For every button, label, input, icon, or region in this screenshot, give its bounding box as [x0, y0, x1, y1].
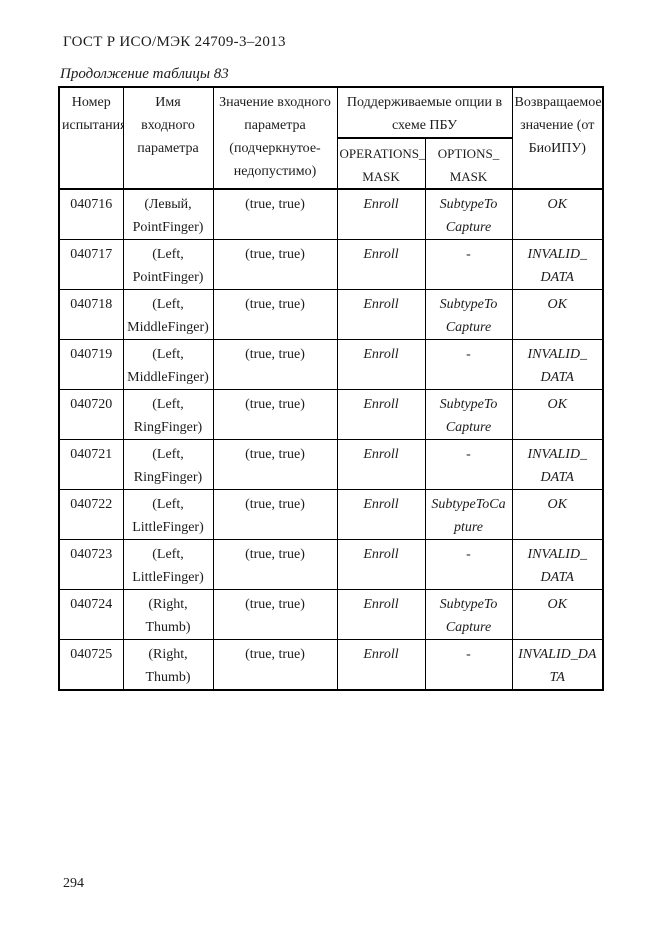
table-row: 040721 (Left, RingFinger) (true, true) E…	[58, 439, 604, 490]
cell-options-mask: -	[424, 239, 513, 290]
cell-test-number: 040718	[58, 289, 124, 340]
cell-return-value: INVALID_ DATA	[511, 339, 604, 390]
cell-options-mask: SubtypeTo Capture	[424, 188, 513, 240]
cell-param-value: (true, true)	[212, 589, 338, 640]
cell-return-value: INVALID_ DATA	[511, 539, 604, 590]
cell-param-name: (Right, Thumb)	[122, 589, 214, 640]
cell-param-name: (Left, LittleFinger)	[122, 539, 214, 590]
page-number: 294	[63, 876, 84, 891]
table-row: 040720 (Left, RingFinger) (true, true) E…	[58, 389, 604, 440]
cell-test-number: 040725	[58, 639, 124, 691]
cell-param-name: (Left, MiddleFinger)	[122, 289, 214, 340]
cell-param-name: (Left, RingFinger)	[122, 439, 214, 490]
cell-operations-mask: Enroll	[336, 339, 426, 390]
cell-options-mask: SubtypeTo Capture	[424, 589, 513, 640]
cell-operations-mask: Enroll	[336, 239, 426, 290]
table-body: 040716 (Левый, PointFinger) (true, true)…	[58, 188, 604, 691]
cell-operations-mask: Enroll	[336, 289, 426, 340]
cell-return-value: OK	[511, 188, 604, 240]
cell-param-value: (true, true)	[212, 539, 338, 590]
cell-return-value: OK	[511, 389, 604, 440]
cell-test-number: 040722	[58, 489, 124, 540]
table-row: 040724 (Right, Thumb) (true, true) Enrol…	[58, 589, 604, 640]
table-row: 040717 (Left, PointFinger) (true, true) …	[58, 239, 604, 290]
cell-return-value: OK	[511, 289, 604, 340]
cell-operations-mask: Enroll	[336, 489, 426, 540]
cell-return-value: INVALID_ DATA	[511, 239, 604, 290]
table-header: Номер испытания Имя входного параметра З…	[58, 86, 604, 190]
cell-options-mask: SubtypeTo Capture	[424, 289, 513, 340]
cell-param-value: (true, true)	[212, 239, 338, 290]
cell-return-value: INVALID_ DATA	[511, 439, 604, 490]
cell-test-number: 040717	[58, 239, 124, 290]
cell-options-mask: SubtypeTo Capture	[424, 389, 513, 440]
cell-param-name: (Left, LittleFinger)	[122, 489, 214, 540]
cell-options-mask: -	[424, 439, 513, 490]
cell-operations-mask: Enroll	[336, 639, 426, 691]
cell-param-name: (Left, PointFinger)	[122, 239, 214, 290]
table-row: 040725 (Right, Thumb) (true, true) Enrol…	[58, 639, 604, 691]
cell-test-number: 040724	[58, 589, 124, 640]
cell-param-value: (true, true)	[212, 289, 338, 340]
cell-operations-mask: Enroll	[336, 589, 426, 640]
cell-return-value: INVALID_DA TA	[511, 639, 604, 691]
cell-param-value: (true, true)	[212, 439, 338, 490]
cell-param-value: (true, true)	[212, 339, 338, 390]
cell-test-number: 040723	[58, 539, 124, 590]
header-return-value: Возвращаемое значение (от БиоИПУ)	[511, 86, 604, 190]
test-results-table: Номер испытания Имя входного параметра З…	[58, 86, 604, 691]
header-param-value: Значение входного параметра (подчеркнуто…	[212, 86, 338, 190]
cell-param-value: (true, true)	[212, 489, 338, 540]
cell-test-number: 040720	[58, 389, 124, 440]
cell-options-mask: SubtypeToCa pture	[424, 489, 513, 540]
cell-operations-mask: Enroll	[336, 439, 426, 490]
header-param-name: Имя входного параметра	[122, 86, 214, 190]
standard-designation: ГОСТ Р ИСО/МЭК 24709-3–2013	[63, 34, 286, 50]
cell-param-name: (Left, MiddleFinger)	[122, 339, 214, 390]
cell-param-name: (Right, Thumb)	[122, 639, 214, 691]
cell-options-mask: -	[424, 539, 513, 590]
cell-param-value: (true, true)	[212, 639, 338, 691]
cell-test-number: 040716	[58, 188, 124, 240]
table-row: 040722 (Left, LittleFinger) (true, true)…	[58, 489, 604, 540]
cell-param-value: (true, true)	[212, 188, 338, 240]
cell-options-mask: -	[424, 339, 513, 390]
cell-param-name: (Левый, PointFinger)	[122, 188, 214, 240]
cell-operations-mask: Enroll	[336, 188, 426, 240]
cell-param-name: (Left, RingFinger)	[122, 389, 214, 440]
table-caption: Продолжение таблицы 83	[60, 66, 229, 82]
header-options-mask: OPTIONS_ MASK	[424, 137, 513, 190]
header-operations-mask: OPERATIONS_ MASK	[336, 137, 426, 190]
document-page: ГОСТ Р ИСО/МЭК 24709-3–2013 Продолжение …	[58, 34, 604, 691]
table-row: 040718 (Left, MiddleFinger) (true, true)…	[58, 289, 604, 340]
cell-operations-mask: Enroll	[336, 389, 426, 440]
cell-options-mask: -	[424, 639, 513, 691]
cell-return-value: OK	[511, 489, 604, 540]
cell-param-value: (true, true)	[212, 389, 338, 440]
cell-test-number: 040721	[58, 439, 124, 490]
header-options-group: Поддерживаемые опции в схеме ПБУ	[336, 86, 513, 139]
table-row: 040723 (Left, LittleFinger) (true, true)…	[58, 539, 604, 590]
table-row: 040716 (Левый, PointFinger) (true, true)…	[58, 188, 604, 240]
header-test-number: Номер испытания	[58, 86, 124, 190]
cell-return-value: OK	[511, 589, 604, 640]
table-row: 040719 (Left, MiddleFinger) (true, true)…	[58, 339, 604, 390]
cell-operations-mask: Enroll	[336, 539, 426, 590]
cell-test-number: 040719	[58, 339, 124, 390]
